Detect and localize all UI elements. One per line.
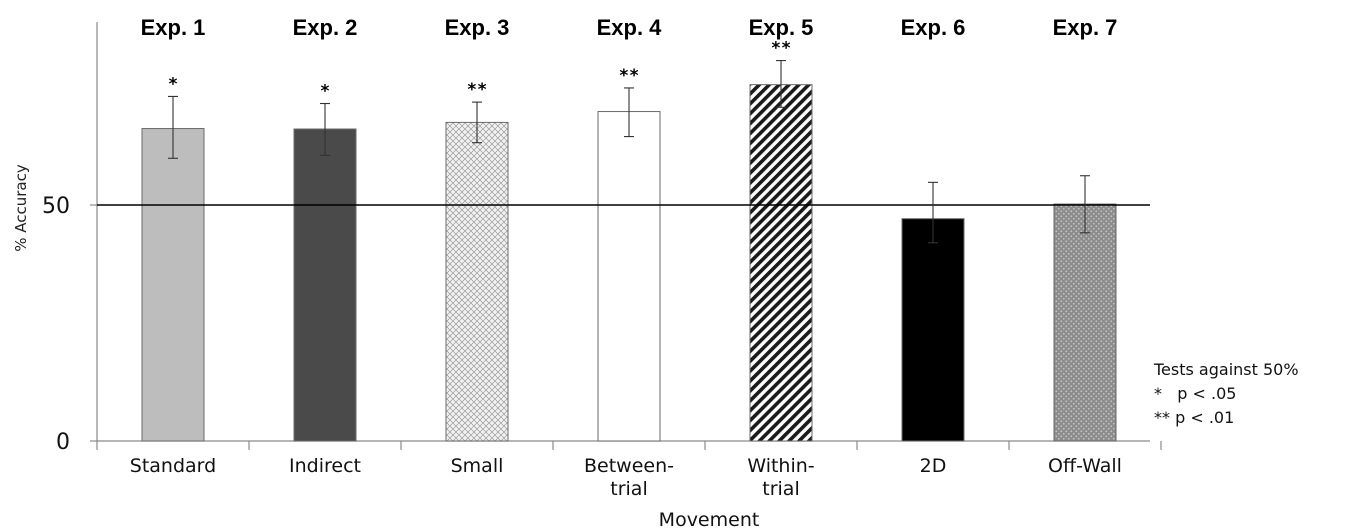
category-label: trial: [610, 478, 647, 500]
bar-4: [597, 111, 661, 442]
bar-1: [141, 128, 205, 442]
legend-title: Tests against 50%: [1153, 360, 1299, 379]
experiment-label: Exp. 6: [901, 15, 966, 40]
significance-marker: *: [168, 74, 178, 94]
significance-marker: **: [467, 80, 487, 100]
category-label: Within-: [747, 455, 814, 477]
category-label: Off-Wall: [1048, 455, 1122, 477]
significance-marker: *: [320, 82, 330, 102]
category-label: Between-: [584, 455, 674, 477]
bar-6: [901, 218, 965, 442]
legend-entry-p01: ** p < .01: [1154, 408, 1234, 427]
bar-3: [445, 121, 509, 442]
x-axis-label: Movement: [659, 509, 760, 531]
category-label: trial: [762, 478, 799, 500]
experiment-label: Exp. 1: [141, 15, 206, 40]
bar-2: [293, 128, 357, 442]
legend: Tests against 50% * p < .05 ** p < .01: [1153, 360, 1299, 427]
significance-marker: **: [619, 66, 639, 86]
y-tick-label: 50: [42, 194, 70, 219]
experiment-label: Exp. 4: [597, 15, 663, 40]
category-label: 2D: [920, 455, 947, 477]
experiment-label: Exp. 7: [1053, 15, 1118, 40]
category-label: Standard: [130, 455, 216, 477]
experiment-label: Exp. 2: [293, 15, 358, 40]
bar-5: [749, 84, 813, 442]
legend-entry-p05: * p < .05: [1154, 384, 1236, 403]
bar-7: [1053, 203, 1117, 442]
experiment-label: Exp. 5: [749, 15, 814, 40]
experiment-label: Exp. 3: [445, 15, 510, 40]
y-tick-label: 0: [56, 430, 70, 455]
y-axis-label: % Accuracy: [12, 164, 30, 252]
category-label: Indirect: [289, 455, 361, 477]
significance-marker: **: [771, 39, 791, 59]
category-label: Small: [451, 455, 504, 477]
